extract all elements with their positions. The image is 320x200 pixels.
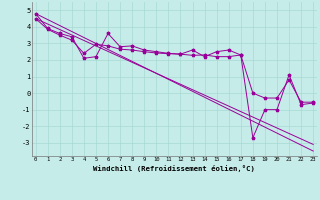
X-axis label: Windchill (Refroidissement éolien,°C): Windchill (Refroidissement éolien,°C) — [93, 165, 255, 172]
